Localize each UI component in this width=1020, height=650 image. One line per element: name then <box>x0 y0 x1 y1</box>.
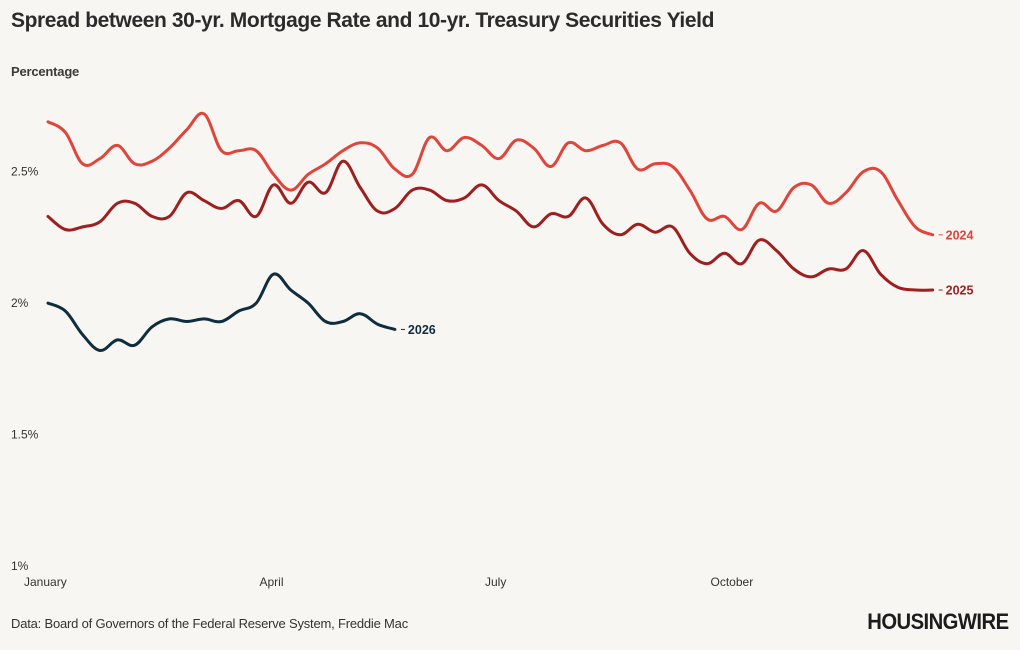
y-tick-label: 1% <box>11 559 29 573</box>
x-tick-label: April <box>260 575 284 589</box>
housingwire-logo: HOUSINGWIRE <box>867 609 1010 634</box>
chart-title: Spread between 30-yr. Mortgage Rate and … <box>11 9 715 32</box>
series-line-2025 <box>46 159 935 292</box>
data-source-note: Data: Board of Governors of the Federal … <box>11 616 409 631</box>
y-tick-label: 1.5% <box>11 428 39 442</box>
series-label-2025: 2025 <box>946 284 974 298</box>
series-label-2026: 2026 <box>408 323 436 337</box>
series-label-2024: 2024 <box>946 228 974 242</box>
axis-ticks: 1% 1.5% 2% 2.5% January April July October <box>11 165 753 589</box>
x-tick-label: January <box>24 575 67 589</box>
line-chart: 1% 1.5% 2% 2.5% January April July October 2024… <box>11 111 974 589</box>
y-tick-label: 2% <box>11 296 29 310</box>
series-labels: 2024 2025 2026 <box>400 228 974 337</box>
series-line-2026 <box>46 272 397 352</box>
y-tick-label: 2.5% <box>11 165 39 179</box>
x-tick-label: October <box>711 575 754 589</box>
series-line-2024 <box>46 111 935 237</box>
x-tick-label: July <box>485 575 506 589</box>
series-lines <box>46 111 935 352</box>
y-axis-label: Percentage <box>11 64 80 79</box>
